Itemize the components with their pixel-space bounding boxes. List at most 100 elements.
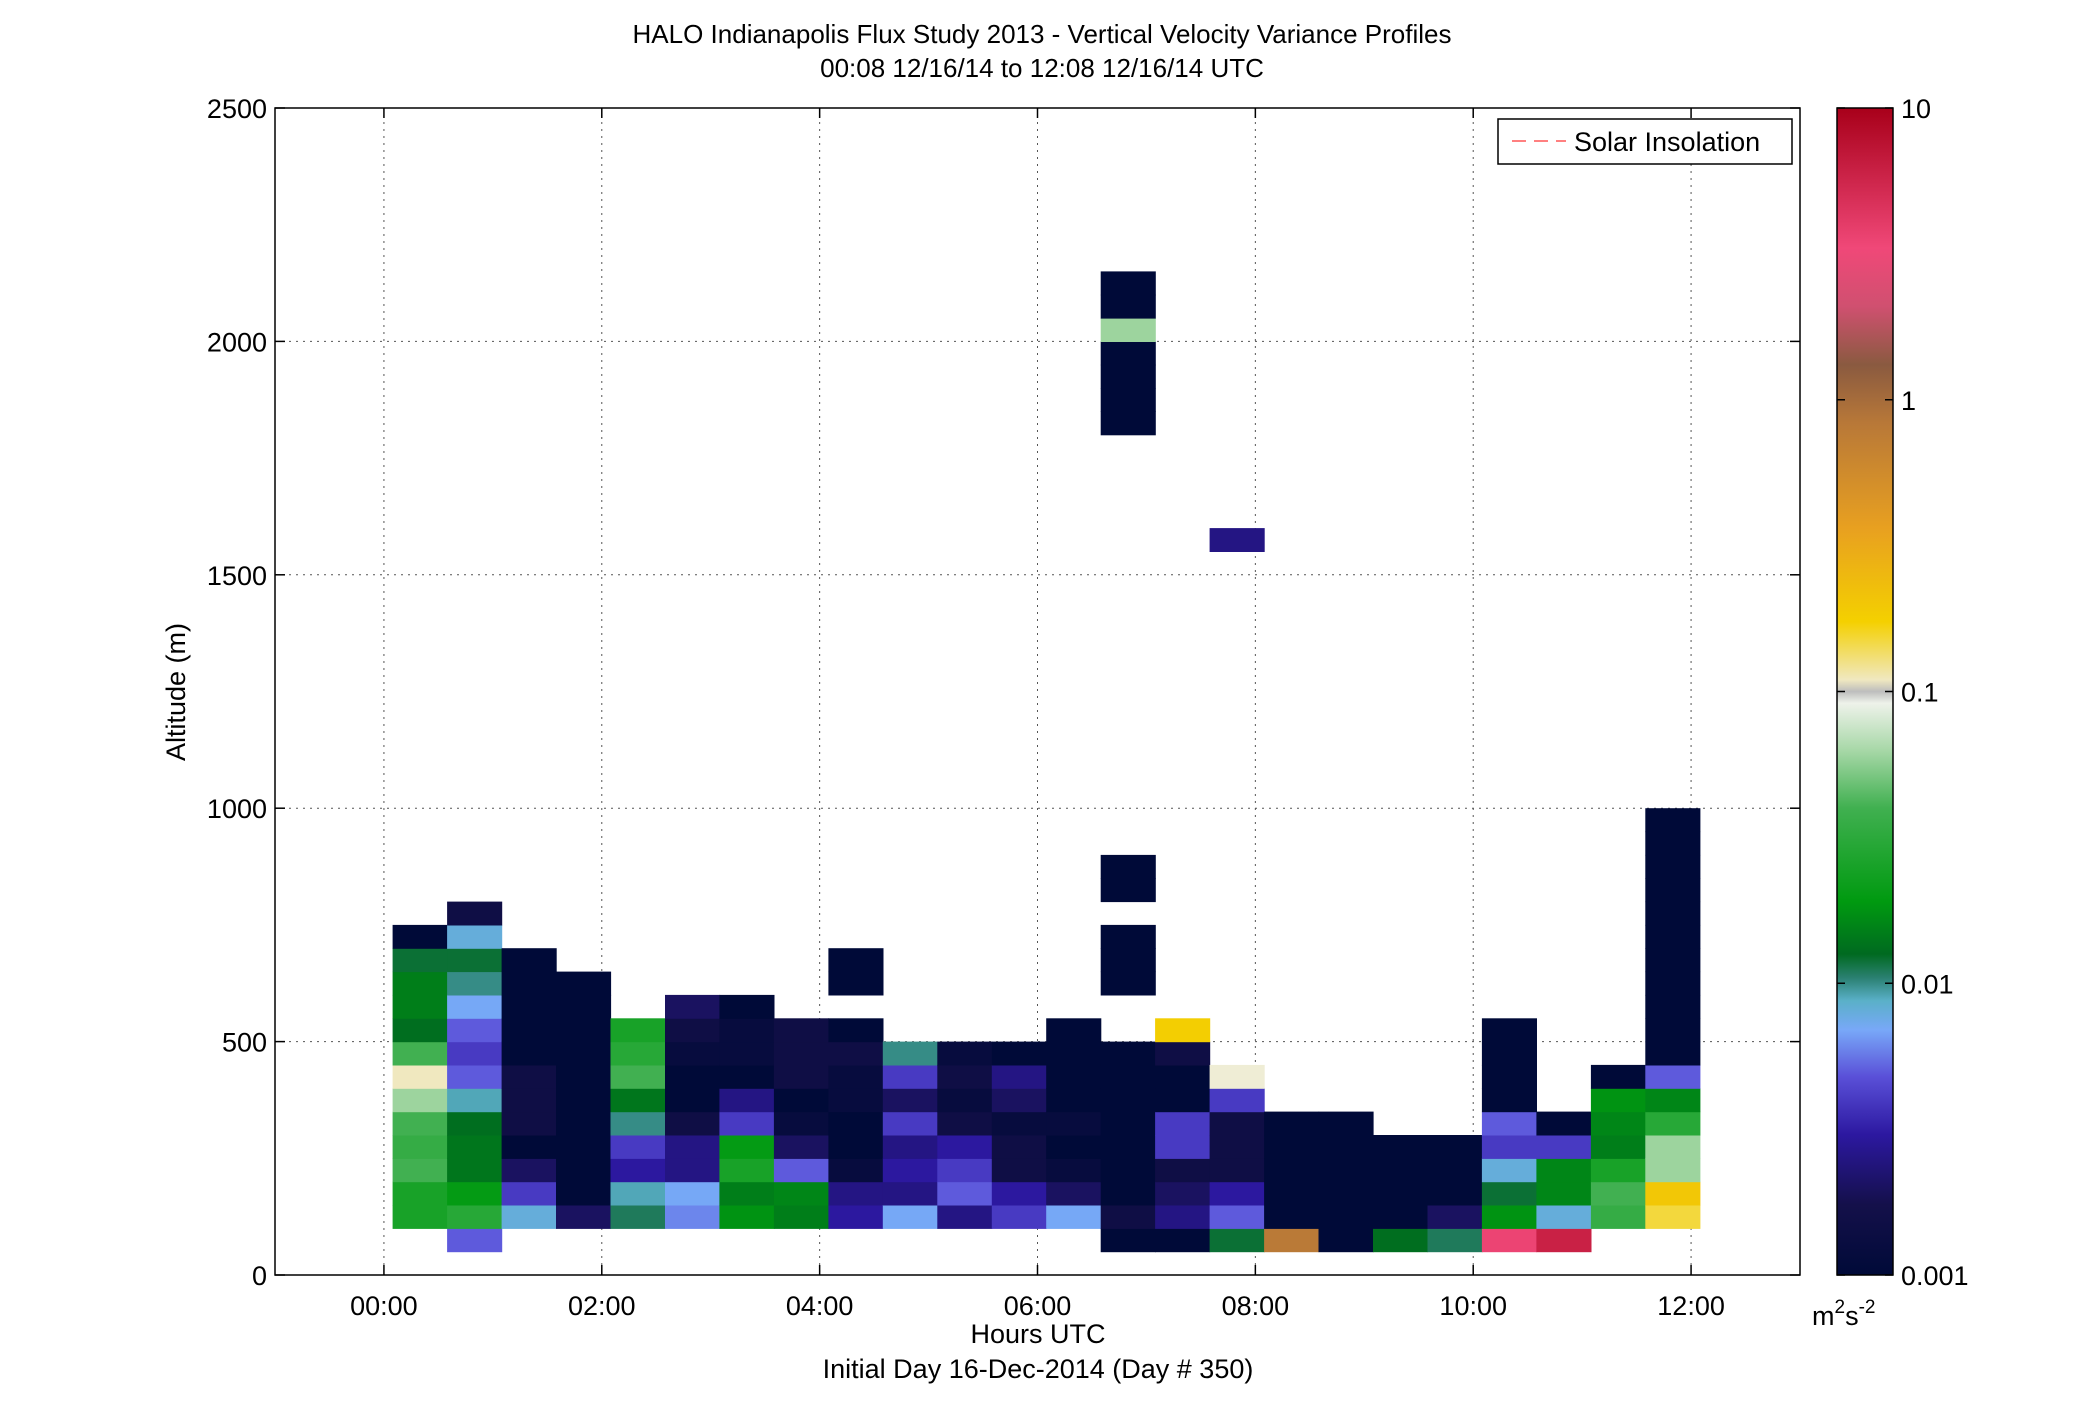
heatmap-cell xyxy=(392,948,448,973)
heatmap-cell xyxy=(1481,1135,1537,1159)
heatmap-cell xyxy=(1155,1064,1211,1089)
y-tick-label: 1000 xyxy=(207,794,267,824)
colorbar-unit: m2s-2 xyxy=(1812,1297,1875,1331)
heatmap-cell xyxy=(1481,1018,1537,1043)
heatmap-cell xyxy=(1155,1158,1211,1183)
heatmap-cell xyxy=(882,1041,938,1066)
heatmap-cell xyxy=(1373,1228,1429,1253)
heatmap-cell xyxy=(1536,1158,1592,1183)
chart-subtitle: 00:08 12/16/14 to 12:08 12/16/14 UTC xyxy=(820,53,1264,83)
heatmap-cell xyxy=(1155,1018,1211,1043)
heatmap-cell xyxy=(773,1041,829,1066)
heatmap-cell xyxy=(1645,948,1701,973)
heatmap-cell xyxy=(1155,1135,1211,1159)
heatmap-cell xyxy=(937,1205,993,1229)
heatmap-cell xyxy=(1209,1181,1265,1206)
x-axis-label: Hours UTC xyxy=(970,1319,1105,1349)
heatmap-cell xyxy=(447,924,503,949)
heatmap-cell xyxy=(991,1041,1047,1066)
heatmap-cell xyxy=(1427,1158,1483,1183)
heatmap-cell xyxy=(1645,854,1701,879)
heatmap-cell xyxy=(556,1041,612,1066)
heatmap-cell xyxy=(1100,948,1156,973)
plot-area: 00:00 02:00 04:00 06:00 08:00 10:00 12:00 0 500 1… xyxy=(207,94,1801,1321)
heatmap-cell xyxy=(1155,1205,1211,1229)
heatmap-cell xyxy=(1536,1181,1592,1206)
heatmap-cell xyxy=(1481,1088,1537,1113)
heatmap-cell xyxy=(1645,994,1701,1019)
heatmap-cell xyxy=(1645,901,1701,926)
heatmap-cell xyxy=(501,994,557,1019)
heatmap-cell xyxy=(610,1064,666,1089)
heatmap-cell xyxy=(991,1088,1047,1113)
heatmap-cell xyxy=(1046,1088,1102,1113)
heatmap-cell xyxy=(610,1111,666,1136)
heatmap-cell xyxy=(447,1181,503,1206)
heatmap-cell xyxy=(1264,1205,1320,1229)
heatmap-cell xyxy=(828,1158,884,1183)
y-tick-label: 0 xyxy=(252,1261,267,1291)
heatmap-cell xyxy=(882,1111,938,1136)
heatmap-cell xyxy=(447,1158,503,1183)
heatmap-cell xyxy=(1373,1205,1429,1229)
heatmap-cell xyxy=(1046,1064,1102,1089)
heatmap-cell xyxy=(828,1018,884,1043)
heatmap-cell xyxy=(392,1018,448,1043)
heatmap-cell xyxy=(991,1158,1047,1183)
y-tick-label: 1500 xyxy=(207,561,267,591)
heatmap-cell xyxy=(1481,1064,1537,1089)
heatmap-cell xyxy=(991,1135,1047,1159)
heatmap-cell xyxy=(937,1135,993,1159)
heatmap-cell xyxy=(501,1181,557,1206)
heatmap-cell xyxy=(882,1088,938,1113)
heatmap-cell xyxy=(501,1205,557,1229)
heatmap-cell xyxy=(1481,1228,1537,1253)
heatmap-cell xyxy=(665,1088,721,1113)
colorbar: 0.001 0.01 0.1 1 10 m2s-2 xyxy=(1812,94,1969,1331)
heatmap-cell xyxy=(447,1205,503,1229)
heatmap-cell xyxy=(1100,924,1156,949)
heatmap-cell xyxy=(392,1205,448,1229)
heatmap-cell xyxy=(665,1041,721,1066)
heatmap-cell xyxy=(1427,1228,1483,1253)
heatmap-cell xyxy=(1209,1228,1265,1253)
heatmap-cell xyxy=(501,1018,557,1043)
heatmap-cell xyxy=(991,1205,1047,1229)
heatmap-cell xyxy=(447,901,503,926)
heatmap-cell xyxy=(719,1135,775,1159)
heatmap-cell xyxy=(501,948,557,973)
legend-label-solar-insolation: Solar Insolation xyxy=(1574,127,1760,157)
colorbar-tick-label: 0.1 xyxy=(1901,678,1939,708)
heatmap-cell xyxy=(1264,1135,1320,1159)
heatmap-cell xyxy=(773,1158,829,1183)
heatmap-cell xyxy=(1645,1088,1701,1113)
heatmap-cell xyxy=(1209,1205,1265,1229)
axis-ticks: 00:00 02:00 04:00 06:00 08:00 10:00 12:00 0 500 1… xyxy=(207,94,1800,1321)
heatmap-cell xyxy=(828,1111,884,1136)
heatmap-cell xyxy=(1100,294,1156,319)
heatmap-cell xyxy=(665,1064,721,1089)
heatmap-cell xyxy=(1264,1158,1320,1183)
heatmap-cell xyxy=(1046,1135,1102,1159)
y-tick-label: 2000 xyxy=(207,327,267,357)
heatmap-cell xyxy=(447,1018,503,1043)
y-axis-label: Altitude (m) xyxy=(161,623,191,761)
heatmap-cell xyxy=(1100,364,1156,389)
heatmap-cell xyxy=(665,994,721,1019)
chart-title: HALO Indianapolis Flux Study 2013 - Vert… xyxy=(633,19,1452,49)
colorbar-gradient xyxy=(1836,107,1894,1276)
heatmap-cell xyxy=(556,994,612,1019)
heatmap-cell xyxy=(1645,1041,1701,1066)
heatmap-cell xyxy=(882,1135,938,1159)
heatmap-cell xyxy=(501,1111,557,1136)
heatmap-cell xyxy=(1046,1111,1102,1136)
heatmap-cell xyxy=(1590,1135,1646,1159)
heatmap-cell xyxy=(719,1158,775,1183)
heatmap-cell xyxy=(773,1135,829,1159)
heatmap-cell xyxy=(392,1181,448,1206)
heatmap-cell xyxy=(447,1111,503,1136)
heatmap-cell xyxy=(610,1041,666,1066)
heatmap-cell xyxy=(991,1064,1047,1089)
heatmap-cell xyxy=(447,948,503,973)
heatmap-cell xyxy=(610,1088,666,1113)
